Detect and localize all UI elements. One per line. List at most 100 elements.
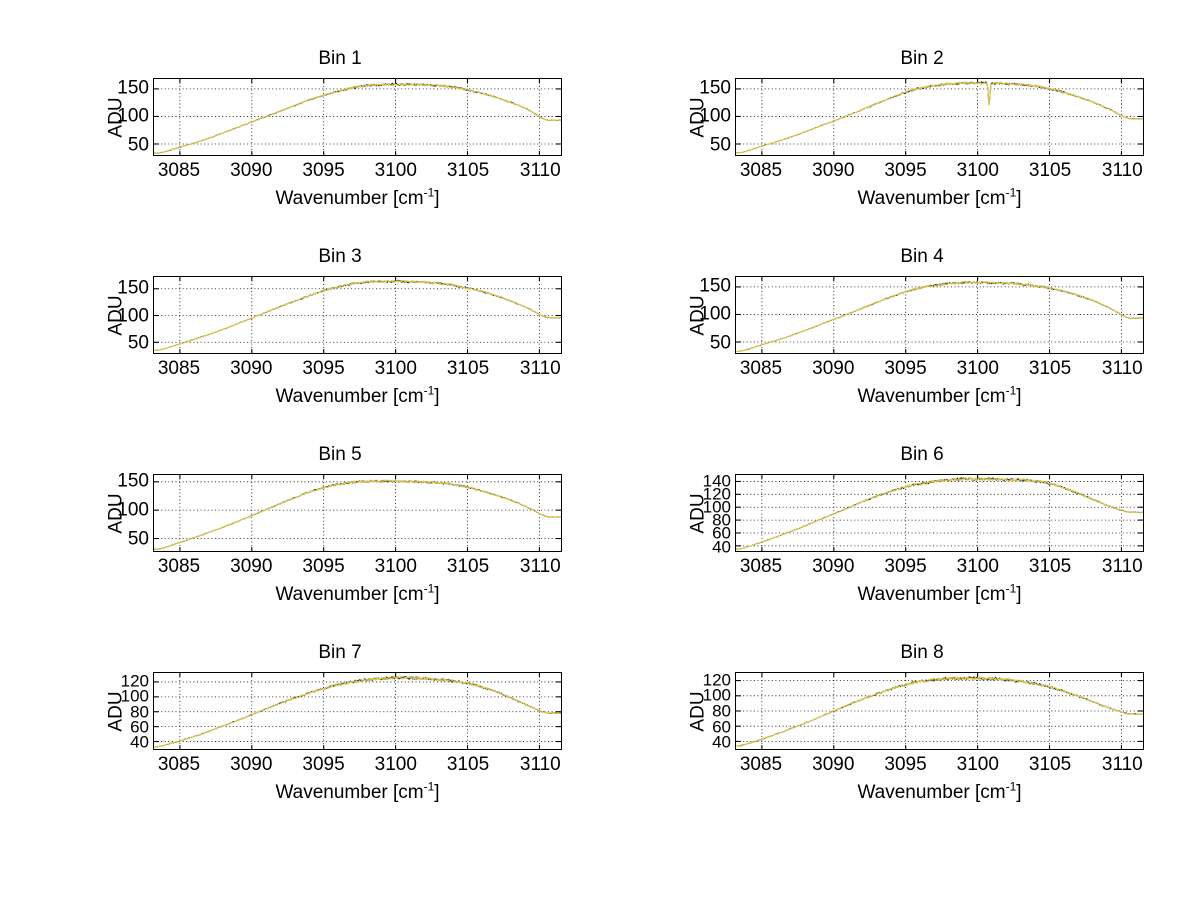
trace-spectrum-dark [154,480,561,549]
x-tick-label: 3085 [157,754,201,775]
x-tick-label: 3110 [519,160,561,181]
trace-spectrum-yellow [736,477,1143,549]
x-axis-label: Wavenumber [cm-1] [153,581,562,606]
axis-ticks [154,79,561,155]
y-tick-label: 80 [130,702,149,722]
y-tick-label: 40 [130,732,149,752]
subplot-bin-8: Bin 8 ADU 40 60 80 100 120 3085 3090 3095 3100 3105… [642,642,1200,847]
y-tick-label: 100 [699,105,731,127]
axes-frame [735,78,1144,156]
axis-ticks [736,475,1143,551]
grid-lines [154,673,561,749]
subplot-title: Bin 5 [318,444,362,465]
x-tick-label: 3110 [1101,556,1143,577]
trace-spectrum-dark [736,677,1143,746]
x-tick-label: 3085 [739,754,783,775]
x-tick-label: 3085 [739,160,783,181]
y-tick-label: 100 [702,497,731,517]
x-axis-label-text: Wavenumber [cm [275,188,424,209]
y-tick-label: 100 [699,303,731,325]
x-tick-label: 3110 [519,358,561,379]
axis-ticks [154,673,561,749]
x-axis-label: Wavenumber [cm-1] [735,583,1144,606]
x-tick-labels: 3085 3090 3095 3100 3105 3110 [735,160,1144,184]
x-axis-label-text: Wavenumber [cm [275,584,424,605]
x-tick-label: 3110 [1101,358,1143,379]
subplot-title: Bin 4 [900,246,944,267]
y-tick-label: 40 [712,732,731,752]
trace-spectrum-dark [736,478,1143,550]
x-axis-label-exponent: -1 [423,185,435,200]
subplot-title: Bin 2 [900,48,944,69]
x-tick-label: 3105 [446,556,490,577]
x-axis-label-bracket: ] [434,188,440,209]
x-tick-label: 3105 [446,754,490,775]
grid-lines [154,79,561,155]
x-axis-label-exponent: -1 [1005,779,1017,794]
x-tick-label: 3085 [739,358,783,379]
x-tick-label: 3095 [884,358,927,379]
x-tick-labels: 3085 3090 3095 3100 3105 3110 [735,754,1144,778]
x-tick-label: 3105 [1028,556,1072,577]
subplot-bin-2: Bin 2 ADU 50 100 150 3085 3090 3095 3100 3105 3110… [642,48,1200,253]
x-axis-label-exponent: -1 [1005,383,1017,398]
x-axis-label: Wavenumber [cm-1] [153,781,562,804]
x-tick-label: 3100 [374,160,417,181]
plot-area [736,475,1143,551]
x-tick-label: 3090 [230,160,273,181]
trace-spectrum-dark [736,82,1143,153]
x-tick-label: 3100 [956,754,999,775]
y-tick-label: 100 [702,685,731,705]
grid-lines [736,277,1143,353]
x-axis-label-bracket: ] [1016,782,1022,803]
x-axis-label: Wavenumber [cm-1] [153,383,562,408]
trace-spectrum-accent [736,282,1143,352]
trace-spectrum-accent [736,478,1143,549]
axes-frame [735,474,1144,552]
x-tick-label: 3105 [446,160,490,181]
x-tick-label: 3090 [812,556,855,577]
x-tick-label: 3095 [884,160,927,181]
y-tick-label: 60 [712,717,731,737]
subplot-title: Bin 1 [318,48,362,69]
y-tick-labels: 50 100 150 [100,78,151,156]
axes-frame [735,672,1144,750]
y-tick-label: 150 [699,77,731,99]
axis-ticks [154,277,561,353]
x-axis-label-exponent: -1 [1005,185,1017,200]
x-axis-label-bracket: ] [1016,584,1022,605]
x-axis-label-bracket: ] [1016,386,1022,407]
x-tick-label: 3095 [302,556,345,577]
x-axis-label: Wavenumber [cm-1] [735,185,1144,210]
x-tick-label: 3095 [884,556,927,577]
y-tick-label: 80 [712,701,731,721]
x-tick-label: 3110 [1101,754,1143,775]
subplot-title: Bin 7 [318,642,362,663]
x-tick-label: 3100 [374,358,417,379]
subplot-title: Bin 6 [900,444,944,465]
plot-area [154,475,561,551]
y-tick-label: 50 [709,134,731,156]
x-axis-label-exponent: -1 [423,581,435,596]
x-tick-label: 3085 [739,556,783,577]
y-tick-label: 100 [117,499,149,521]
x-axis-label: Wavenumber [cm-1] [735,779,1144,804]
y-tick-label: 60 [712,523,731,543]
x-tick-labels: 3085 3090 3095 3100 3105 3110 [735,556,1144,580]
y-tick-labels: 50 100 150 [682,78,733,156]
grid-lines [154,277,561,353]
x-tick-label: 3095 [884,754,927,775]
x-tick-label: 3090 [812,160,855,181]
subplot-bin-1: Bin 1 ADU 50 100 150 3085 3090 3095 3100 3105 3110… [60,48,620,253]
subplot-bin-5: Bin 5 ADU 50 100 150 3085 3090 3095 3100 3105 3110… [60,444,620,649]
y-tick-label: 150 [117,470,149,492]
trace-spectrum-dark [736,282,1143,352]
plot-area [154,277,561,353]
x-axis-label-exponent: -1 [423,383,435,398]
y-tick-label: 140 [702,471,731,491]
x-axis-label-bracket: ] [434,386,440,407]
axes-frame [153,78,562,156]
y-tick-label: 120 [702,670,731,690]
y-tick-label: 150 [117,277,149,299]
